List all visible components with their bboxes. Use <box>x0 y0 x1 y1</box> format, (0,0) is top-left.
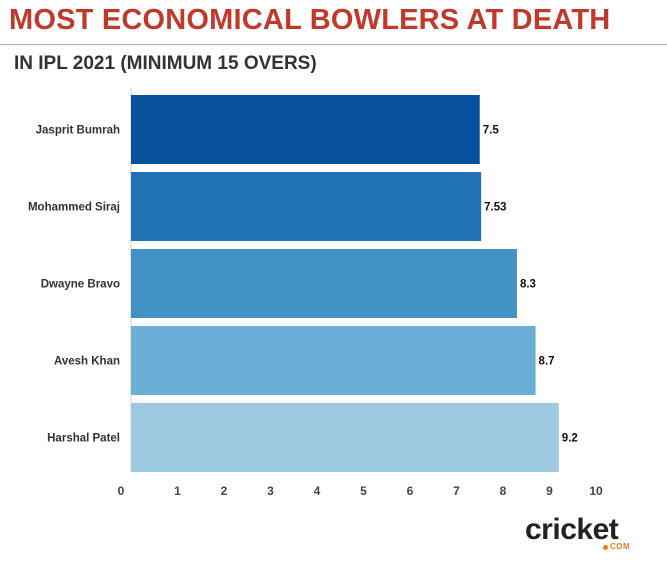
data-label: 8.3 <box>520 279 536 291</box>
bar-dwayne-bravo <box>131 249 517 318</box>
category-label: Mohammed Siraj <box>28 202 120 214</box>
bar-jasprit-bumrah <box>131 95 480 164</box>
x-tick-label: 0 <box>118 484 125 498</box>
logo-dot-icon <box>603 545 608 550</box>
bar-avesh-khan <box>131 326 536 395</box>
category-label: Harshal Patel <box>47 433 120 445</box>
x-tick-label: 10 <box>589 484 603 498</box>
data-label: 9.2 <box>562 433 578 445</box>
chart-subtitle: IN IPL 2021 (MINIMUM 15 OVERS) <box>14 53 317 74</box>
title-divider <box>0 44 667 45</box>
x-tick-label: 7 <box>453 484 460 498</box>
category-label: Jasprit Bumrah <box>36 125 120 137</box>
chart-title: MOST ECONOMICAL BOWLERS AT DEATH <box>9 4 611 36</box>
cricket-com-logo: cricket COM <box>525 513 645 553</box>
data-label: 7.5 <box>483 125 500 137</box>
data-label: 7.53 <box>484 202 506 214</box>
x-tick-label: 1 <box>174 484 181 498</box>
x-tick-label: 3 <box>267 484 274 498</box>
x-tick-label: 9 <box>546 484 553 498</box>
x-tick-label: 8 <box>500 484 507 498</box>
category-label: Avesh Khan <box>54 356 120 368</box>
bar-harshal-patel <box>131 403 559 472</box>
bar-mohammed-siraj <box>131 172 482 241</box>
category-label: Dwayne Bravo <box>41 279 120 291</box>
logo-suffix: COM <box>610 542 631 551</box>
x-tick-label: 4 <box>314 484 321 498</box>
x-tick-label: 2 <box>221 484 228 498</box>
x-tick-label: 5 <box>360 484 367 498</box>
logo-wordmark: cricket <box>525 513 619 546</box>
data-label: 8.7 <box>539 356 555 368</box>
x-tick-label: 6 <box>407 484 414 498</box>
